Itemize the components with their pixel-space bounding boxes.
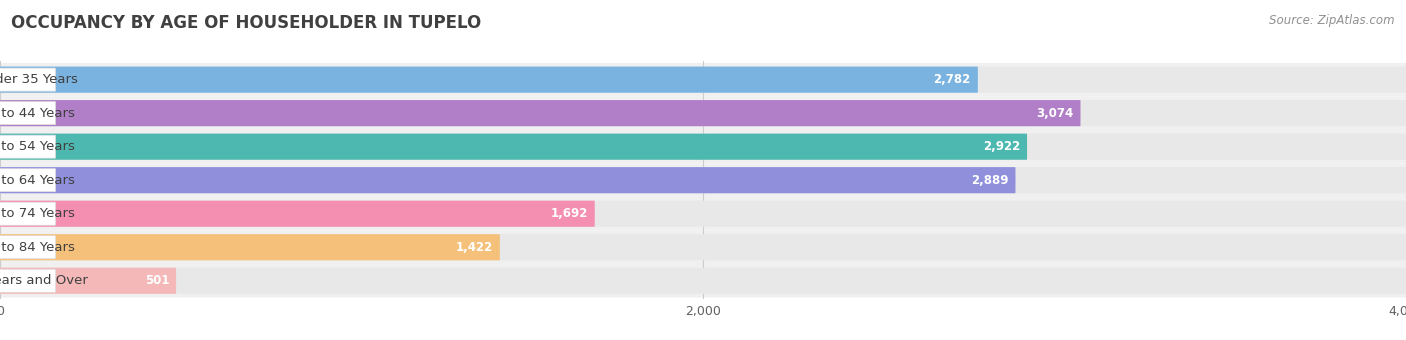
Text: 65 to 74 Years: 65 to 74 Years xyxy=(0,207,75,220)
Text: 1,692: 1,692 xyxy=(550,207,588,220)
Text: 1,422: 1,422 xyxy=(456,241,494,254)
Text: 2,889: 2,889 xyxy=(972,174,1008,187)
FancyBboxPatch shape xyxy=(0,167,1406,193)
FancyBboxPatch shape xyxy=(0,234,501,260)
FancyBboxPatch shape xyxy=(0,67,979,93)
FancyBboxPatch shape xyxy=(0,135,56,158)
FancyBboxPatch shape xyxy=(0,102,56,125)
FancyBboxPatch shape xyxy=(0,264,1406,298)
FancyBboxPatch shape xyxy=(0,201,1406,227)
FancyBboxPatch shape xyxy=(0,130,1406,164)
FancyBboxPatch shape xyxy=(0,97,1406,130)
Text: 85 Years and Over: 85 Years and Over xyxy=(0,274,89,287)
FancyBboxPatch shape xyxy=(0,100,1406,126)
Text: 2,782: 2,782 xyxy=(934,73,972,86)
Text: OCCUPANCY BY AGE OF HOUSEHOLDER IN TUPELO: OCCUPANCY BY AGE OF HOUSEHOLDER IN TUPEL… xyxy=(11,14,481,32)
FancyBboxPatch shape xyxy=(0,201,595,227)
FancyBboxPatch shape xyxy=(0,63,1406,97)
Text: 501: 501 xyxy=(145,274,169,287)
FancyBboxPatch shape xyxy=(0,67,1406,93)
Text: 45 to 54 Years: 45 to 54 Years xyxy=(0,140,75,153)
Text: Under 35 Years: Under 35 Years xyxy=(0,73,77,86)
FancyBboxPatch shape xyxy=(0,68,56,91)
Text: 3,074: 3,074 xyxy=(1036,107,1074,120)
Text: 75 to 84 Years: 75 to 84 Years xyxy=(0,241,75,254)
Text: 55 to 64 Years: 55 to 64 Years xyxy=(0,174,75,187)
FancyBboxPatch shape xyxy=(0,134,1028,160)
FancyBboxPatch shape xyxy=(0,236,56,259)
Text: Source: ZipAtlas.com: Source: ZipAtlas.com xyxy=(1270,14,1395,27)
FancyBboxPatch shape xyxy=(0,231,1406,264)
FancyBboxPatch shape xyxy=(0,269,56,292)
FancyBboxPatch shape xyxy=(0,268,1406,294)
FancyBboxPatch shape xyxy=(0,268,176,294)
FancyBboxPatch shape xyxy=(0,134,1406,160)
FancyBboxPatch shape xyxy=(0,100,1081,126)
FancyBboxPatch shape xyxy=(0,169,56,192)
FancyBboxPatch shape xyxy=(0,234,1406,260)
FancyBboxPatch shape xyxy=(0,164,1406,197)
FancyBboxPatch shape xyxy=(0,202,56,225)
FancyBboxPatch shape xyxy=(0,197,1406,231)
Text: 35 to 44 Years: 35 to 44 Years xyxy=(0,107,75,120)
Text: 2,922: 2,922 xyxy=(983,140,1021,153)
FancyBboxPatch shape xyxy=(0,167,1015,193)
